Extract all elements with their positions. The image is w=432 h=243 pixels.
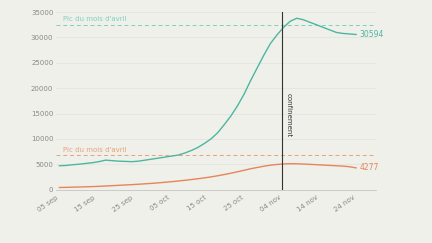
Text: 30594: 30594	[359, 30, 384, 39]
Text: Pic du mois d'avril: Pic du mois d'avril	[63, 147, 127, 153]
Text: Pic du mois d'avril: Pic du mois d'avril	[63, 16, 127, 22]
Text: 4277: 4277	[359, 163, 379, 172]
Text: confinement: confinement	[285, 93, 291, 137]
